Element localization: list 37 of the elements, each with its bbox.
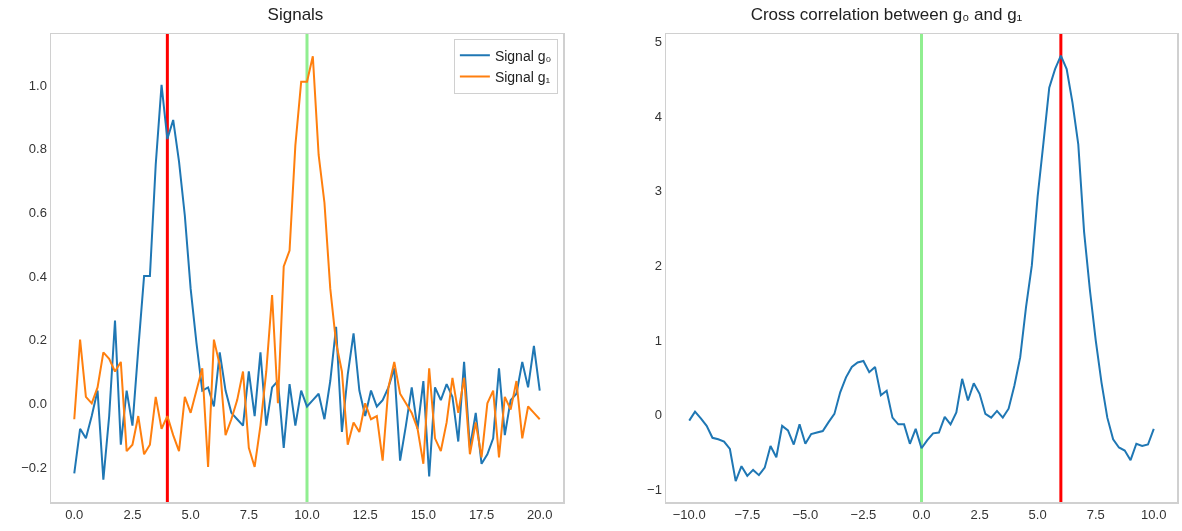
line-series [688, 54, 1155, 483]
y-tick-label: −0.2 [21, 459, 47, 475]
x-tick-label: 5.0 [1028, 507, 1047, 523]
x-tick-label: 0.0 [912, 507, 931, 523]
y-tick-label: 3 [654, 183, 662, 199]
x-tick-label: 12.5 [352, 507, 378, 523]
x-tick-label: −7.5 [734, 507, 761, 523]
y-tick-label: 0.8 [28, 141, 47, 157]
x-tick-label: 7.5 [1086, 507, 1105, 523]
x-tick-label: 17.5 [468, 507, 495, 523]
x-tick-label: −2.5 [850, 507, 877, 523]
x-tick-label: −10.0 [672, 507, 706, 523]
x-tick-label: 0.0 [65, 507, 84, 523]
y-tick-label: 0 [654, 407, 662, 423]
legend-label: Signal g₀ [494, 47, 552, 64]
y-tick-label: 0.6 [28, 204, 47, 220]
y-tick-label: 1 [654, 332, 662, 348]
y-tick-label: 1.0 [28, 77, 47, 93]
y-tick-label: 0.0 [28, 395, 47, 411]
x-tick-label: 7.5 [239, 507, 258, 523]
legend-label: Signal g₁ [494, 68, 551, 85]
chart-title: Cross correlation between g₀ and g₁ [750, 4, 1023, 24]
x-tick-label: 2.5 [970, 507, 989, 523]
y-tick-label: 0.4 [28, 268, 47, 284]
y-tick-label: 2 [654, 257, 662, 273]
y-tick-label: 4 [654, 108, 662, 124]
chart-title: Signals [267, 4, 324, 24]
y-tick-label: −1 [647, 481, 662, 497]
y-tick-label: 5 [654, 34, 662, 50]
x-tick-label: 10.0 [294, 507, 320, 523]
x-tick-label: 5.0 [181, 507, 200, 523]
x-tick-label: 20.0 [527, 507, 553, 523]
y-tick-label: 0.2 [28, 332, 47, 348]
x-tick-label: 2.5 [123, 507, 142, 523]
x-tick-label: 15.0 [410, 507, 437, 523]
x-tick-label: −5.0 [792, 507, 819, 523]
x-tick-label: 10.0 [1141, 507, 1167, 523]
